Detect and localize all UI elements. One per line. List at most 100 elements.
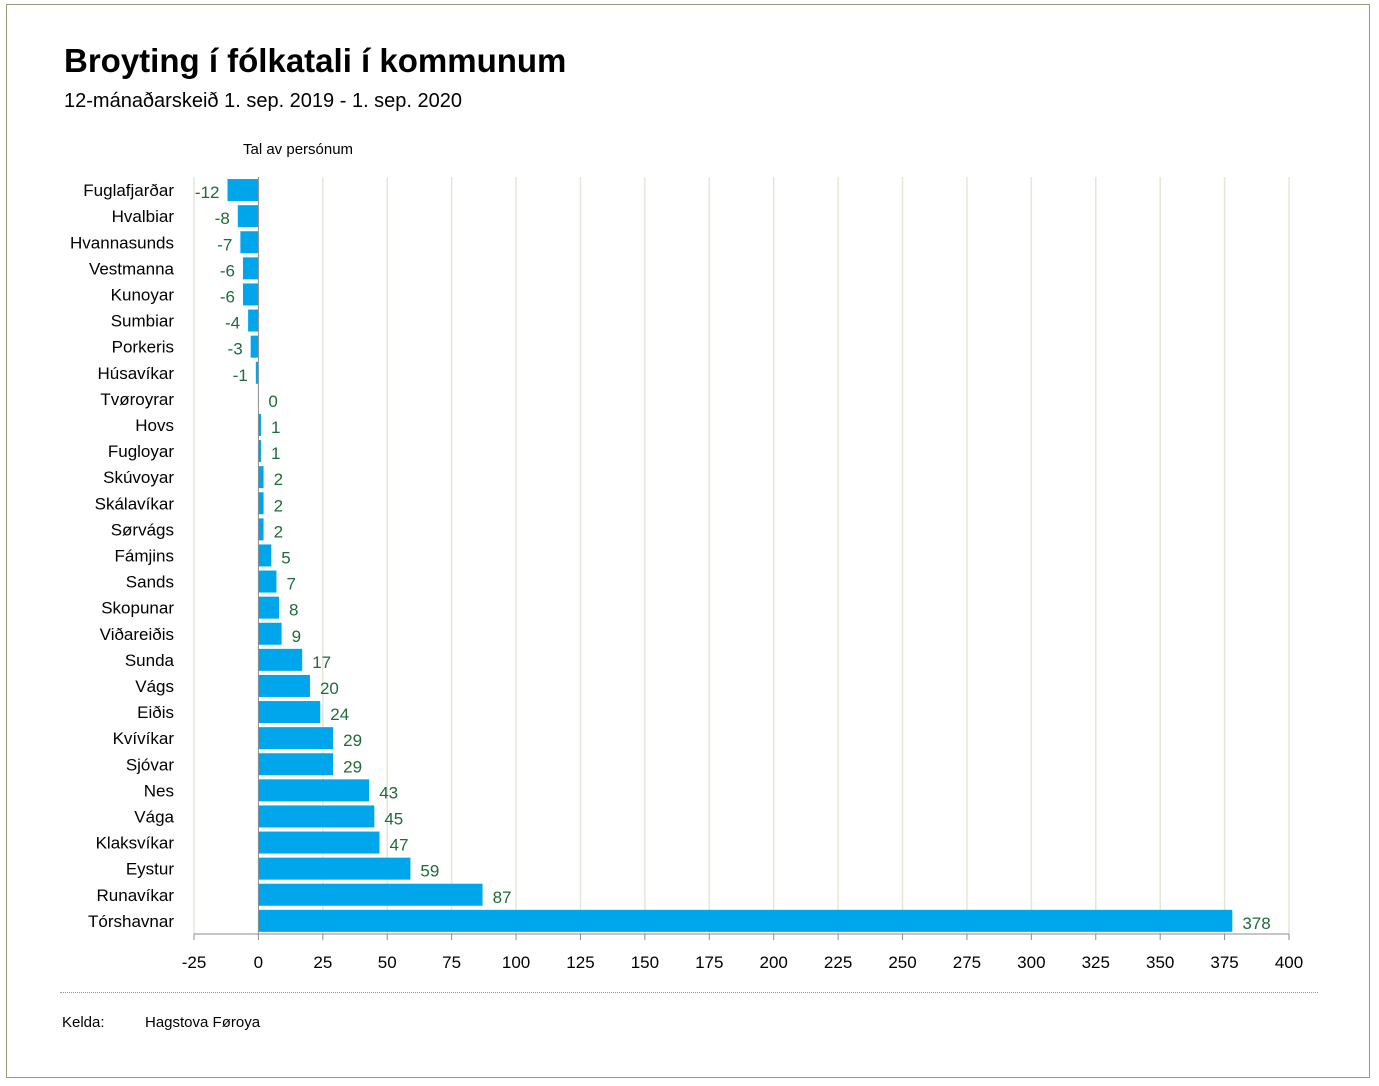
value-label: 5 bbox=[281, 548, 290, 567]
bar bbox=[258, 883, 483, 906]
x-tick-label: 275 bbox=[953, 953, 981, 972]
source-label: Kelda: bbox=[62, 1014, 105, 1031]
bar bbox=[248, 309, 259, 332]
category-label: Sørvágs bbox=[111, 520, 174, 539]
bar bbox=[258, 727, 334, 750]
category-label: Skálavíkar bbox=[95, 494, 175, 513]
value-label: 2 bbox=[274, 496, 283, 515]
x-tick-label: 25 bbox=[313, 953, 332, 972]
value-label: -4 bbox=[225, 314, 240, 333]
x-tick-label: 0 bbox=[254, 953, 263, 972]
source-value: Hagstova Føroya bbox=[145, 1014, 261, 1031]
value-label: 0 bbox=[268, 392, 277, 411]
x-tick-label: 225 bbox=[824, 953, 852, 972]
bar bbox=[242, 283, 259, 306]
bars bbox=[227, 179, 1233, 932]
value-label: -1 bbox=[233, 366, 248, 385]
bar bbox=[258, 622, 282, 645]
x-tick-label: 300 bbox=[1017, 953, 1045, 972]
chart-title: Broyting í fólkatali í kommunum bbox=[64, 42, 567, 79]
axis-unit-label: Tal av persónum bbox=[243, 141, 354, 158]
bar bbox=[240, 231, 259, 254]
category-label: Hvalbiar bbox=[112, 207, 175, 226]
category-label: Hovs bbox=[135, 416, 174, 435]
x-tick-label: 325 bbox=[1082, 953, 1110, 972]
value-label: 7 bbox=[286, 575, 295, 594]
category-labels: Fuglafjarðar Hvalbiar Hvannasunds Vestmanna… bbox=[70, 181, 175, 931]
category-label: Vestmanna bbox=[89, 259, 175, 278]
category-label: Fuglafjarðar bbox=[83, 181, 174, 200]
value-label: 8 bbox=[289, 601, 298, 620]
x-tick-label: 75 bbox=[442, 953, 461, 972]
value-label: 29 bbox=[343, 731, 362, 750]
value-label: -6 bbox=[220, 261, 235, 280]
bar bbox=[258, 440, 261, 463]
value-label: 2 bbox=[274, 522, 283, 541]
value-label: 24 bbox=[330, 705, 349, 724]
category-label: Porkeris bbox=[112, 338, 174, 357]
value-label: 9 bbox=[292, 627, 301, 646]
category-label: Viðareiðis bbox=[100, 625, 174, 644]
category-label: Kunoyar bbox=[111, 285, 175, 304]
category-label: Tvøroyrar bbox=[100, 390, 174, 409]
value-label: 2 bbox=[274, 470, 283, 489]
x-axis: -25 0 25 50 75 100 125 150 175 200 225 250 275 300 325… bbox=[182, 177, 1303, 972]
chart-frame bbox=[6, 4, 1370, 1078]
footer-divider bbox=[60, 992, 1318, 993]
category-label: Fugloyar bbox=[108, 442, 174, 461]
category-label: Nes bbox=[144, 781, 174, 800]
bar bbox=[258, 648, 303, 671]
category-label: Skúvoyar bbox=[103, 468, 174, 487]
category-label: Sjóvar bbox=[126, 755, 175, 774]
bar bbox=[242, 257, 259, 280]
bar bbox=[258, 674, 310, 697]
bar bbox=[258, 831, 380, 854]
category-label: Klaksvíkar bbox=[96, 834, 175, 853]
bar bbox=[258, 596, 280, 619]
value-label: 378 bbox=[1242, 914, 1270, 933]
bar bbox=[258, 753, 334, 776]
category-label: Hvannasunds bbox=[70, 233, 174, 252]
category-label: Runavíkar bbox=[97, 886, 175, 905]
x-tick-label: 350 bbox=[1146, 953, 1174, 972]
value-label: -3 bbox=[228, 340, 243, 359]
value-label: 20 bbox=[320, 679, 339, 698]
bar bbox=[237, 205, 259, 228]
value-label: 87 bbox=[493, 888, 512, 907]
value-label: 29 bbox=[343, 757, 362, 776]
x-tick-label: 375 bbox=[1210, 953, 1238, 972]
chart-subtitle: 12-mánaðarskeið 1. sep. 2019 - 1. sep. 2… bbox=[64, 90, 463, 112]
bar bbox=[258, 909, 1233, 932]
x-tick-label: 150 bbox=[631, 953, 659, 972]
bar bbox=[258, 701, 321, 724]
value-label: -12 bbox=[195, 183, 220, 202]
bar bbox=[258, 518, 264, 541]
category-label: Tórshavnar bbox=[88, 912, 174, 931]
x-tick-label: -25 bbox=[182, 953, 207, 972]
category-label: Húsavíkar bbox=[97, 364, 174, 383]
bar bbox=[258, 779, 370, 802]
x-tick-label: 100 bbox=[502, 953, 530, 972]
bar bbox=[250, 335, 259, 358]
category-label: Eystur bbox=[126, 860, 175, 879]
value-label: 45 bbox=[384, 809, 403, 828]
category-label: Sumbiar bbox=[111, 312, 175, 331]
value-label: -8 bbox=[215, 209, 230, 228]
value-label: -7 bbox=[217, 235, 232, 254]
category-label: Fámjins bbox=[114, 546, 174, 565]
x-tick-label: 400 bbox=[1275, 953, 1303, 972]
bar bbox=[258, 805, 375, 828]
value-label: 17 bbox=[312, 653, 331, 672]
category-label: Eiðis bbox=[137, 703, 174, 722]
bar bbox=[258, 492, 264, 515]
bar bbox=[255, 361, 259, 384]
category-label: Vágs bbox=[135, 677, 174, 696]
category-label: Vága bbox=[134, 807, 174, 826]
bar bbox=[258, 570, 277, 593]
bar bbox=[258, 857, 411, 880]
value-label: 1 bbox=[271, 444, 280, 463]
value-label: 47 bbox=[390, 836, 409, 855]
value-labels: -12 -8 -7 -6 -6 -4 -3 -1 0 1 1 2 2 2 5 7 8 9 17 20 24 29 29 43 4… bbox=[195, 183, 1271, 933]
x-tick-label: 250 bbox=[888, 953, 916, 972]
